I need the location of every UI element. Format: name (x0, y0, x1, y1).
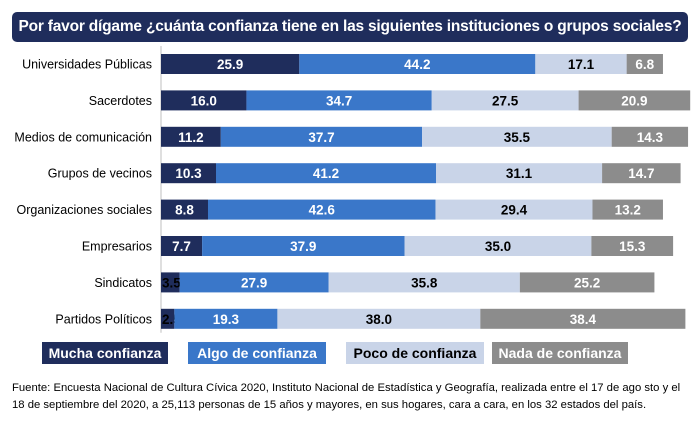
bar-segment (328, 272, 520, 293)
bar-segment (202, 236, 405, 256)
data-label: 16.0 (191, 93, 217, 108)
bar-segment (422, 126, 612, 147)
bar-segment (519, 272, 655, 293)
bar-segment (435, 199, 593, 220)
category-label: Sacerdotes (89, 94, 152, 108)
source-footnote: Fuente: Encuesta Nacional de Cultura Cív… (12, 382, 681, 411)
bar-segment (592, 199, 663, 220)
data-label: 10.3 (175, 166, 202, 181)
data-label: 19.3 (213, 312, 240, 327)
bar-segment (299, 54, 536, 74)
data-label: 8.8 (175, 203, 194, 218)
bar-segment (161, 308, 175, 329)
bar-segment (207, 199, 436, 220)
legend-item-poco: Poco de confianza (346, 342, 484, 364)
bar-segment (626, 54, 663, 74)
bar-segment (431, 90, 579, 111)
chart-title: Por favor dígame ¿cuánta confianza tiene… (12, 12, 688, 42)
category-label: Universidades Públicas (22, 58, 152, 72)
bar-segment (161, 90, 247, 111)
data-label: 42.6 (309, 203, 336, 218)
legend-item-nada: Nada de confianza (492, 342, 628, 364)
data-label: 7.7 (172, 239, 191, 254)
bar-segment (480, 308, 686, 329)
bar-segment (436, 163, 603, 184)
bar-segment (611, 126, 689, 147)
bar-segment (161, 272, 180, 293)
category-label: Sindicatos (94, 276, 152, 290)
bar-segment (404, 236, 592, 256)
category-label: Grupos de vecinos (48, 167, 152, 181)
data-label: 44.2 (404, 57, 430, 72)
bar-segment (277, 308, 481, 329)
bar-segment (591, 236, 674, 256)
data-label: 35.0 (485, 239, 511, 254)
data-label: 37.9 (290, 239, 316, 254)
bar-segment (161, 126, 221, 147)
data-label: 38.0 (366, 312, 392, 327)
data-label: 14.3 (637, 130, 664, 145)
bar-segment (174, 308, 278, 329)
data-label: 25.2 (574, 275, 600, 290)
data-label: 11.2 (178, 130, 204, 145)
legend-item-algo: Algo de confianza (188, 342, 326, 364)
data-label: 38.4 (570, 312, 597, 327)
data-label: 35.8 (411, 275, 438, 290)
data-label: 29.4 (501, 203, 528, 218)
data-label: 17.1 (568, 57, 595, 72)
data-label: 27.5 (492, 93, 519, 108)
data-label: 13.2 (615, 203, 641, 218)
bar-segment (535, 54, 627, 74)
data-label: 41.2 (313, 166, 339, 181)
category-label: Organizaciones sociales (17, 203, 153, 217)
bar-segment (246, 90, 432, 111)
data-label: 34.7 (326, 93, 352, 108)
bar-segment (161, 54, 300, 74)
bar-segment (578, 90, 691, 111)
category-label: Medios de comunicación (14, 130, 152, 144)
category-label: Partidos Políticos (55, 312, 152, 326)
bar-segment (179, 272, 329, 293)
data-label: 37.7 (308, 130, 334, 145)
bar-segment (161, 199, 208, 220)
data-label: 25.9 (217, 57, 243, 72)
bar-segment (220, 126, 423, 147)
stacked-bar-chart: Universidades Públicas 25.9 44.2 17.1 6.8 Sac… (14, 46, 691, 333)
legend-item-mucha: Mucha confianza (42, 342, 168, 364)
bar-segment (161, 163, 217, 184)
bar-segment (161, 236, 203, 256)
data-label: 35.5 (504, 130, 531, 145)
data-label: 27.9 (241, 275, 267, 290)
data-label: 31.1 (506, 166, 533, 181)
category-label: Empresarios (82, 240, 152, 254)
data-label: 3.5 (162, 275, 181, 290)
data-label: 14.7 (628, 166, 654, 181)
data-label: 15.3 (619, 239, 646, 254)
data-label: 20.9 (621, 93, 647, 108)
bar-segment (602, 163, 681, 184)
data-label: 6.8 (635, 57, 654, 72)
bar-segment (216, 163, 437, 184)
